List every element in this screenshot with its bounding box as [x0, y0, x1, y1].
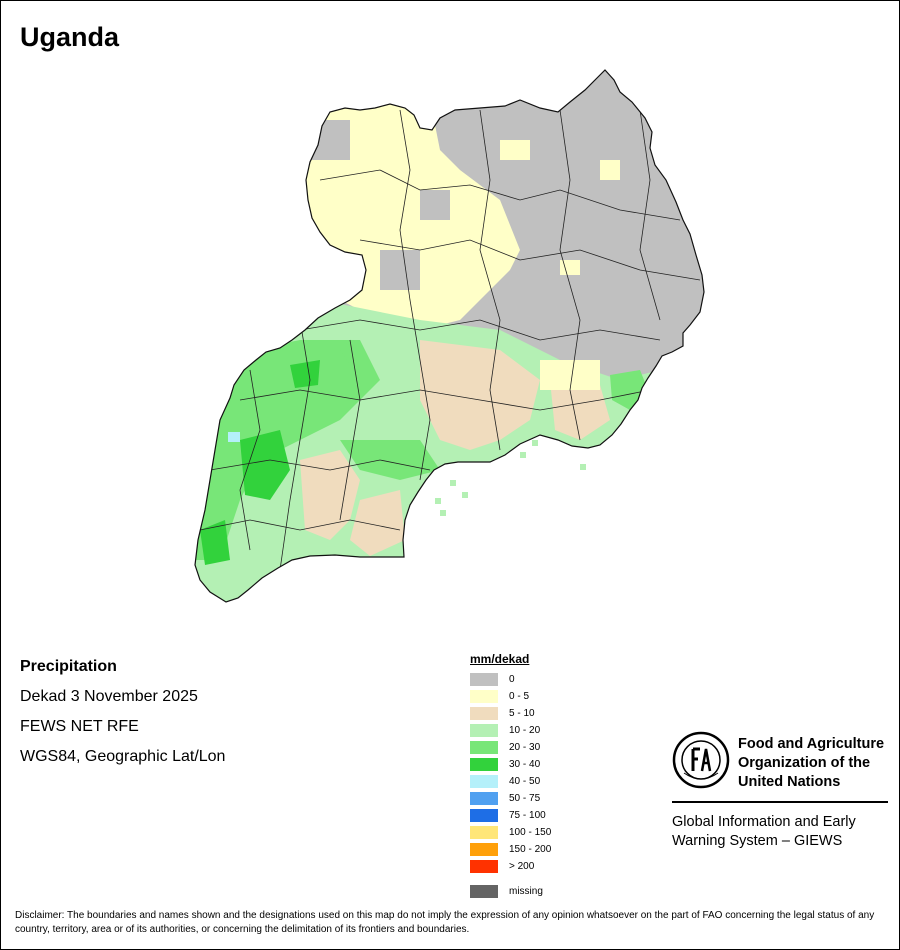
source-label: FEWS NET RFE [20, 718, 139, 735]
legend-row: 10 - 20 [470, 722, 551, 739]
legend-row: 30 - 40 [470, 756, 551, 773]
legend-rows: 0 0 - 5 5 - 10 10 - 20 20 - 30 30 - 40 40 - 50… [470, 671, 551, 875]
legend-title: mm/dekad [470, 652, 530, 666]
legend-row: 0 - 5 [470, 688, 551, 705]
fao-name-line3: United Nations [738, 774, 841, 790]
fao-name-line1: Food and Agriculture [738, 736, 885, 752]
map-info: Precipitation Dekad 3 November 2025 FEWS… [20, 656, 225, 776]
legend-row: 75 - 100 [470, 807, 551, 824]
legend-label: 100 - 150 [509, 827, 552, 838]
legend-row-missing: missing [470, 883, 551, 900]
legend-label: 0 [509, 674, 515, 685]
projection-label: WGS84, Geographic Lat/Lon [20, 748, 226, 765]
legend-label: 5 - 10 [509, 708, 535, 719]
legend-row: 0 [470, 671, 551, 688]
giews-line2: Warning System – GIEWS [672, 833, 843, 849]
precipitation-map [194, 69, 705, 603]
legend-label-missing: missing [509, 886, 543, 897]
legend-label: 75 - 100 [509, 810, 546, 821]
legend-swatch [470, 860, 498, 873]
legend-row: 50 - 75 [470, 790, 551, 807]
legend-swatch [470, 690, 498, 703]
legend-swatch [470, 724, 498, 737]
legend-label: 30 - 40 [509, 759, 541, 770]
legend-label: 10 - 20 [509, 725, 541, 736]
legend-swatch [470, 843, 498, 856]
fao-name-line2: Organization of the [738, 755, 871, 771]
legend-swatch [470, 758, 498, 771]
fao-divider [672, 801, 888, 803]
legend-label: 40 - 50 [509, 776, 541, 787]
legend-row: 20 - 30 [470, 739, 551, 756]
fao-logo-icon [672, 731, 730, 789]
legend-swatch [470, 792, 498, 805]
fao-name: Food and Agriculture Organization of the… [738, 735, 884, 792]
legend-swatch-missing [470, 885, 498, 898]
period-label: Dekad 3 November 2025 [20, 688, 198, 705]
legend-swatch [470, 775, 498, 788]
giews-line1: Global Information and Early [672, 814, 856, 830]
legend-swatch [470, 673, 498, 686]
variable-label: Precipitation [20, 658, 117, 675]
legend-swatch [470, 826, 498, 839]
legend-row: 150 - 200 [470, 841, 551, 858]
legend-row: 5 - 10 [470, 705, 551, 722]
legend-swatch [470, 741, 498, 754]
legend-label: 20 - 30 [509, 742, 541, 753]
legend-label: 50 - 75 [509, 793, 541, 804]
giews-name: Global Information and Early Warning Sys… [672, 813, 856, 851]
legend-swatch [470, 809, 498, 822]
legend-row: 40 - 50 [470, 773, 551, 790]
legend-label: 0 - 5 [509, 691, 530, 702]
legend-swatch [470, 707, 498, 720]
legend: mm/dekad 0 0 - 5 5 - 10 10 - 20 20 - 30 30 - … [470, 652, 551, 900]
disclaimer: Disclaimer: The boundaries and names sho… [15, 910, 875, 935]
map-title: Uganda [20, 22, 120, 52]
legend-label: > 200 [509, 861, 535, 872]
legend-row: 100 - 150 [470, 824, 551, 841]
legend-row: > 200 [470, 858, 551, 875]
legend-label: 150 - 200 [509, 844, 552, 855]
